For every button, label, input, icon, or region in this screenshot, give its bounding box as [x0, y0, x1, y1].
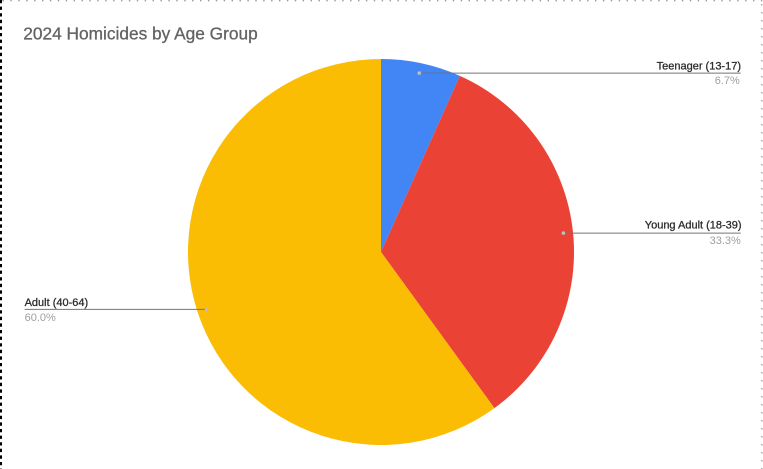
svg-text:60.0%: 60.0%	[25, 312, 56, 324]
svg-text:2024 Homicides by Age Group: 2024 Homicides by Age Group	[23, 24, 257, 44]
svg-text:Young Adult (18-39): Young Adult (18-39)	[645, 220, 742, 232]
svg-text:Teenager (13-17): Teenager (13-17)	[657, 60, 741, 72]
svg-text:33.3%: 33.3%	[710, 235, 741, 247]
svg-text:6.7%: 6.7%	[715, 75, 740, 87]
svg-text:Adult (40-64): Adult (40-64)	[25, 297, 89, 309]
